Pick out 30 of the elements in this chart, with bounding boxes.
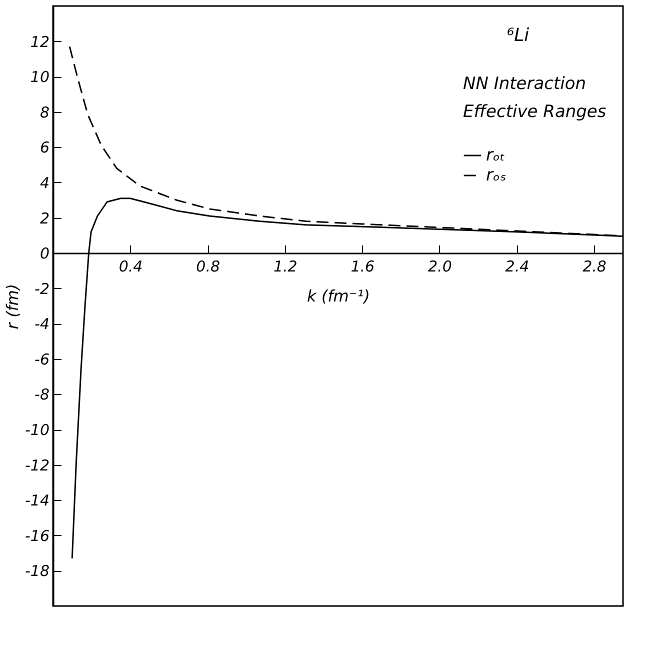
x-tick-label: 0.4 [118,258,143,276]
y-tick-label: 2 [40,209,50,228]
legend-label: rₒₛ [486,166,506,186]
y-tick-label: -14 [25,492,50,510]
x-axis-title: k (fm⁻¹) [307,286,370,306]
y-tick-label: -6 [34,350,50,368]
y-tick-label: 12 [30,32,50,51]
annotation: NN Interaction [463,74,586,94]
y-tick-label: 10 [30,68,50,86]
y-tick-label: -12 [25,456,50,474]
x-tick-label: 2.0 [428,258,452,276]
legend-label: rₒₜ [486,146,506,166]
x-tick-label: 2.8 [582,258,606,276]
y-tick-label: -4 [34,315,50,334]
y-tick-label: -2 [34,280,50,298]
y-tick-label: 8 [40,103,50,122]
annotation: Effective Ranges [463,102,606,122]
y-tick-label: -8 [34,386,50,404]
x-tick-label: 1.6 [350,258,375,276]
y-tick-label: -18 [25,562,50,580]
annotation: ⁶Li [506,25,530,46]
x-tick-label: 2.4 [505,258,530,276]
x-tick-label: 1.2 [273,258,298,276]
x-tick-label: 0.8 [196,258,220,276]
y-axis-title: r (fm) [3,284,22,330]
y-tick-label: 6 [40,138,50,157]
y-tick-label: -16 [25,526,50,545]
y-tick-label: 0 [40,244,50,263]
y-tick-label: -10 [25,421,50,440]
y-tick-label: 4 [40,174,50,192]
